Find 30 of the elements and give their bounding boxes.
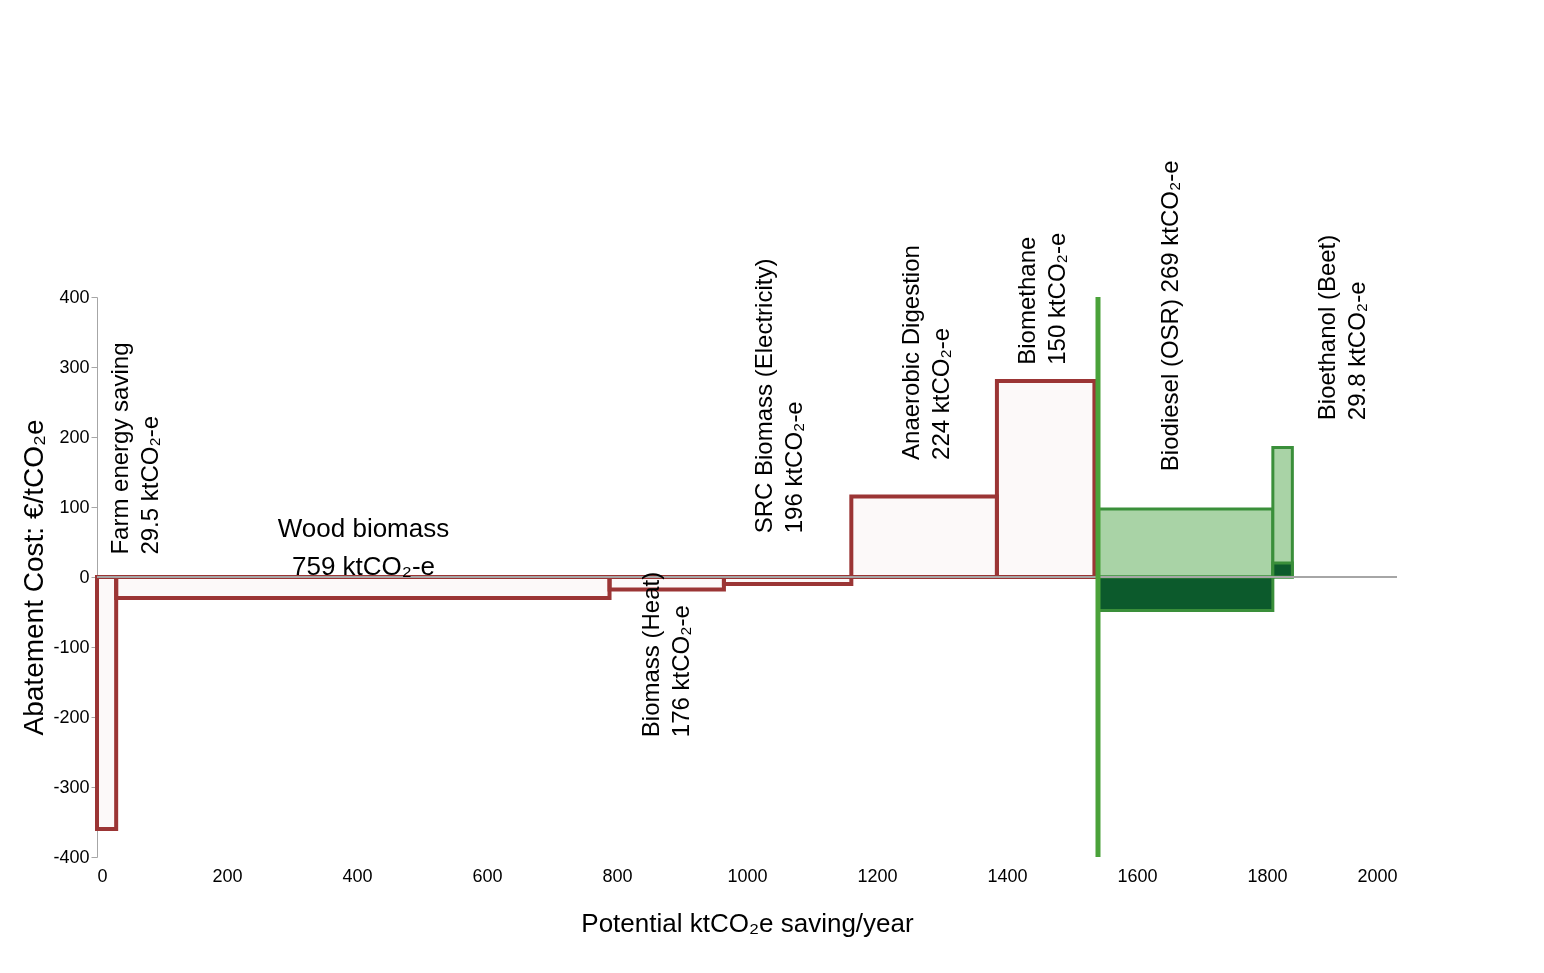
y-tick-label: 200: [59, 426, 90, 447]
x-tick-label: 200: [212, 865, 243, 886]
x-tick-label: 800: [602, 865, 633, 886]
y-tick-label: 300: [59, 356, 90, 377]
y-tick-label: 100: [59, 496, 90, 517]
x-tick-label: 600: [472, 865, 503, 886]
x-tick-label: 400: [342, 865, 373, 886]
y-tick-label: -300: [53, 776, 90, 797]
x-tick-label: 1200: [857, 865, 898, 886]
x-tick-label: 1400: [987, 865, 1028, 886]
annotation: Bioethanol (Beet) 29.8 ktCO₂-e: [1313, 234, 1371, 421]
y-tick-label: -100: [53, 636, 90, 657]
x-tick-label: 1600: [1117, 865, 1158, 886]
x-tick-label: 1000: [727, 865, 768, 886]
y-tick-label: 0: [79, 566, 90, 587]
annotation: Biodiesel (OSR) 269 ktCO₂-e: [1156, 160, 1184, 472]
x-tick-label: 2000: [1357, 865, 1398, 886]
y-tick-label: -400: [53, 846, 90, 867]
y-tick-label: 400: [59, 286, 90, 307]
annotation: SRC Biomass (Electricity) 196 ktCO₂-e: [749, 258, 807, 534]
annotation: Biomass (Heat) 176 ktCO₂-e: [637, 571, 695, 738]
annotation: Biomethane 150 ktCO₂-e: [1012, 232, 1070, 365]
x-axis-title: Potential ktCO₂e saving/year: [581, 907, 915, 938]
annotation: Farm energy saving 29.5 ktCO₂-e: [106, 342, 164, 555]
y-axis-title: Abatement Cost: €/tCO₂e: [18, 419, 50, 736]
x-tick-label: 1800: [1247, 865, 1288, 886]
y-tick-label: -200: [53, 706, 90, 727]
annotation: Wood biomass 759 ktCO₂-e: [277, 513, 450, 582]
annotation: Anaerobic Digestion 224 ktCO₂-e: [897, 245, 955, 460]
x-tick-label: 0: [97, 865, 108, 886]
